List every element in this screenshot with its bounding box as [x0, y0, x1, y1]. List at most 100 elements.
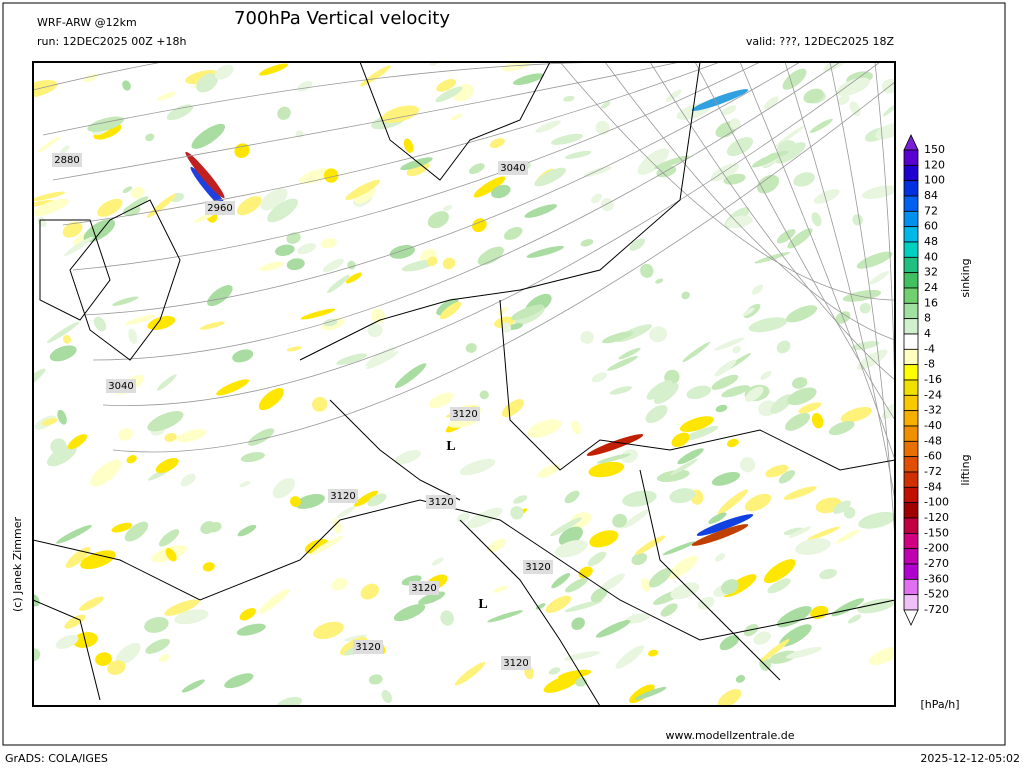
field-blob	[442, 257, 456, 270]
field-blob	[489, 138, 505, 149]
colorbar-label: -200	[924, 542, 949, 555]
field-blob	[715, 404, 728, 413]
colorbar-arrow	[903, 609, 919, 626]
label-box	[328, 489, 358, 503]
color-swatch	[903, 256, 919, 274]
field-blob	[601, 101, 611, 109]
field-blob	[770, 394, 793, 414]
band	[696, 514, 754, 536]
field-blob	[823, 62, 847, 72]
field-blob	[869, 271, 890, 285]
contour	[874, 62, 895, 580]
field-blob	[655, 278, 664, 284]
field-blob	[788, 526, 812, 538]
field-blob	[714, 359, 737, 377]
field-blob	[336, 353, 368, 365]
contour	[784, 62, 895, 501]
field-blob	[646, 380, 673, 400]
field-blob	[571, 617, 585, 631]
field-blob	[598, 573, 625, 593]
field-blob	[122, 186, 133, 194]
field-blob	[275, 244, 295, 256]
field-blob	[760, 371, 772, 380]
contour	[649, 62, 895, 381]
field-blob	[776, 229, 796, 244]
field-blob	[493, 585, 507, 593]
field-blob	[64, 614, 86, 629]
field-blob	[332, 518, 342, 534]
label-box	[523, 560, 553, 574]
field-blob	[591, 372, 608, 383]
field-blob	[634, 686, 667, 700]
color-swatch	[903, 241, 919, 258]
field-blob	[272, 478, 295, 499]
field-blob	[811, 412, 824, 429]
colorbar-label: 16	[924, 296, 938, 309]
field-blob	[837, 95, 850, 105]
field-blob	[881, 402, 895, 419]
field-blob	[785, 646, 823, 659]
field-blob	[440, 610, 454, 626]
field-blob	[394, 450, 421, 465]
border	[329, 399, 461, 501]
field-blob	[564, 600, 603, 612]
contour	[739, 62, 895, 461]
field-blob	[595, 619, 631, 638]
field-blob	[472, 218, 487, 233]
map-background	[33, 62, 895, 706]
field-blob	[732, 345, 741, 354]
field-blob	[62, 334, 72, 344]
field-blob	[83, 219, 116, 243]
field-blob	[258, 387, 284, 411]
field-blob	[771, 150, 789, 158]
field-blob	[144, 616, 169, 633]
field-blob	[354, 490, 379, 507]
field-blob	[466, 507, 503, 529]
field-blob	[550, 517, 582, 537]
field-blob	[588, 461, 625, 478]
colorbar-label: -84	[924, 480, 942, 493]
field-blob	[763, 96, 779, 110]
field-blob	[403, 138, 414, 153]
field-blob	[428, 392, 454, 409]
color-swatch	[903, 410, 919, 427]
contour	[62, 62, 721, 226]
field-blob	[684, 425, 719, 441]
color-swatch	[903, 379, 919, 396]
field-blob	[259, 261, 284, 272]
field-blob	[46, 321, 80, 344]
field-blob	[783, 486, 817, 500]
field-blob	[158, 529, 180, 547]
field-blob	[331, 577, 348, 591]
field-blob	[55, 634, 79, 650]
field-blob	[681, 291, 690, 300]
field-blob	[90, 459, 122, 487]
label-box	[52, 153, 82, 167]
field-blob	[634, 535, 666, 555]
field-blob	[721, 385, 750, 398]
field-blob	[320, 238, 337, 249]
field-blob	[725, 215, 753, 229]
field-blob	[645, 405, 668, 424]
run: run: 12DEC2025 00Z +18h	[37, 35, 187, 48]
field-blob	[118, 428, 133, 441]
field-blob	[239, 481, 251, 488]
field-blob	[323, 168, 339, 183]
field-blob	[93, 123, 122, 140]
field-blob	[526, 245, 564, 258]
contour-label: 3120	[503, 658, 528, 669]
label-box	[501, 656, 531, 670]
field-blob	[596, 453, 631, 464]
field-blob	[57, 409, 67, 425]
color-swatch	[903, 471, 919, 488]
field-blob	[832, 500, 851, 514]
low-marker: L	[478, 597, 487, 612]
color-swatch	[903, 226, 919, 243]
field-blob	[715, 553, 726, 562]
field-blob	[115, 642, 141, 665]
field-blob	[534, 167, 567, 187]
field-blob	[548, 667, 561, 675]
field-blob	[665, 89, 682, 102]
field-blob	[511, 304, 545, 320]
